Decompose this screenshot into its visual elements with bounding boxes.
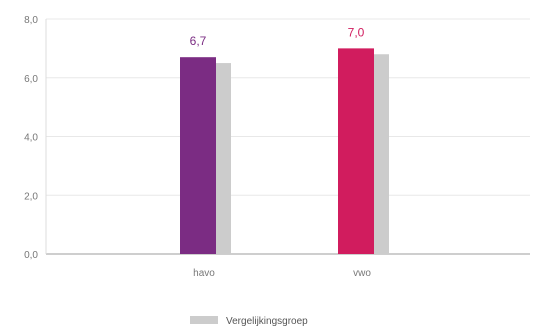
bar-vergelijkingsgroep-havo [214,63,231,254]
data-label-vwo: 7,0 [348,25,365,39]
bars [180,48,389,254]
bar-vergelijkingsgroep-vwo [372,54,389,254]
bar-vwo [338,48,374,254]
legend-swatch-vergelijkingsgroep [190,316,218,324]
y-axis: 0,0 2,0 4,0 6,0 8,0 [24,15,47,261]
gridlines [46,18,530,255]
y-tick-label: 4,0 [24,133,38,144]
legend: Vergelijkingsgroep [190,316,308,327]
x-tick-label-vwo: vwo [353,268,371,279]
x-axis-ticks: havo vwo [193,268,371,279]
data-labels: 6,7 7,0 [190,25,365,48]
data-label-havo: 6,7 [190,34,207,48]
y-tick-label: 0,0 [24,250,38,261]
y-tick-label: 2,0 [24,191,38,202]
y-tick-label: 6,0 [24,74,38,85]
bar-havo [180,57,216,254]
x-tick-label-havo: havo [193,268,215,279]
y-tick-label: 8,0 [24,15,38,26]
legend-label-vergelijkingsgroep: Vergelijkingsgroep [226,316,308,327]
